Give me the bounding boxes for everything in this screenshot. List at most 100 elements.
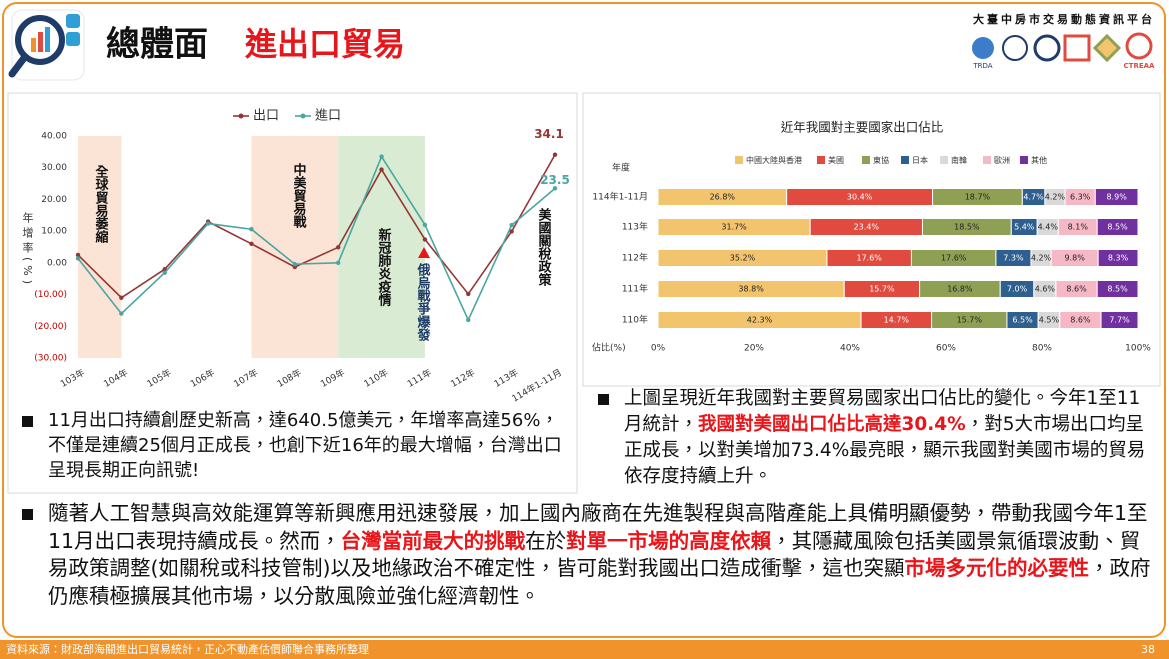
body-text: 隨著人工智慧與高效能運算等新興應用迅速發展，加上國內廠商在先進製程與高階產能上具…	[48, 501, 1148, 553]
body-text: ，其隱藏風險包括美國景氣循環波動、貿易政策調整(如關稅或科技管制)以及地緣政治不…	[48, 528, 1141, 581]
emphasis-text: 台灣當前最大的挑戰	[340, 528, 526, 553]
data-label: 30.4%	[847, 193, 873, 202]
logo	[1033, 34, 1061, 62]
series-line	[77, 154, 556, 299]
bullet-text: 上圖呈現近年我國對主要貿易國家出口佔比的變化。今年1至11月統計，我國對美國出口…	[598, 386, 1158, 490]
data-point	[466, 291, 471, 297]
data-label: 8.3%	[1108, 254, 1129, 263]
data-point	[205, 221, 211, 226]
annotation: 俄烏戰爭爆發	[415, 262, 432, 342]
data-label: 14.7%	[884, 316, 910, 325]
emphasis-text: 我國對美國出口佔比高達30.4%	[698, 414, 966, 435]
data-point	[162, 270, 167, 275]
data-label: 8.9%	[1106, 193, 1127, 202]
data-point	[552, 152, 558, 157]
legend-label: 南韓	[951, 155, 967, 165]
period-band	[78, 136, 122, 358]
data-label: 34.1	[534, 127, 564, 141]
icon-tile	[66, 14, 80, 28]
header-subtitle: 進出口貿易	[244, 25, 405, 63]
data-point	[75, 256, 81, 261]
legend-swatch	[901, 156, 909, 164]
data-label: 35.2%	[730, 254, 756, 263]
icon-bar	[31, 38, 36, 52]
body-text: 在於	[525, 528, 567, 553]
legend-label: 歐洲	[994, 155, 1010, 165]
x-tick-label: 100%	[1125, 344, 1151, 354]
data-label: 8.1%	[1068, 223, 1089, 232]
bullet: 11月出口持續創歷史新高，達640.5億美元，年增率高達56%，不僅是連續25個…	[22, 408, 574, 483]
data-point	[509, 222, 514, 228]
annotation: 新冠肺炎疫情	[376, 227, 393, 307]
footer: 資料來源：財政部海關進出口貿易統計，正心不動產估價師聯合事務所整理 38	[0, 640, 1169, 659]
data-point	[119, 311, 124, 316]
y-tick-label: 111年	[622, 283, 648, 295]
data-label: 4.5%	[1039, 316, 1060, 325]
bullet: 隨著人工智慧與高效能運算等新興應用迅速發展，加上國內廠商在先進製程與高階產能上具…	[22, 500, 1152, 610]
slide-graphics: 總體面 進出口貿易 大臺中房市交易動態資訊平台 TRDA CTREAA 40.0…	[2, 2, 1166, 638]
data-point	[552, 186, 558, 191]
page-number: 38	[1141, 643, 1155, 656]
legend-label: 中國大陸與香港	[746, 155, 802, 165]
data-label: 4.7%	[1023, 193, 1044, 202]
legend-swatch	[817, 156, 825, 164]
legend-label: 東協	[873, 155, 889, 165]
data-point	[379, 154, 384, 159]
y-tick-label: (20.00)	[34, 322, 67, 332]
x-tick-label: 80%	[1032, 344, 1052, 354]
data-point	[335, 260, 341, 266]
data-point	[249, 241, 254, 247]
logo	[1063, 34, 1091, 62]
data-label: 23.5	[540, 173, 570, 187]
y-tick-label: 30.00	[41, 163, 67, 173]
x-tick-label: 40%	[840, 344, 860, 354]
data-label: 8.5%	[1107, 223, 1128, 232]
legend-swatch	[1020, 156, 1028, 164]
body-text: ，對5大市場出口均呈正成長，以對美增加73.4%最亮眼，顯示我國對美國市場的貿易…	[624, 414, 1146, 487]
data-label: 9.8%	[1064, 254, 1085, 263]
data-label: 6.5%	[1012, 316, 1033, 325]
data-point	[292, 261, 298, 267]
data-label: 42.3%	[747, 316, 773, 325]
x-tick-label: 20%	[744, 344, 764, 354]
annotation: 全球貿易萎縮	[93, 164, 110, 244]
y-tick-label: 113年	[622, 221, 648, 233]
data-label: 4.4%	[1038, 223, 1059, 232]
logo-label: CTREAA	[1124, 62, 1156, 70]
x-tick-label: 0%	[651, 344, 666, 354]
data-label: 5.4%	[1014, 223, 1035, 232]
bar-segment	[1100, 311, 1139, 329]
data-label: 8.6%	[1070, 316, 1091, 325]
data-point	[379, 167, 384, 172]
x-tick-label: 60%	[936, 344, 956, 354]
logo	[1092, 33, 1122, 63]
slide-frame	[2, 2, 1166, 638]
y-tick-label: 110年	[622, 314, 648, 326]
data-label: 4.6%	[1035, 285, 1056, 294]
y-tick-label: 112年	[622, 252, 648, 264]
data-label: 7.3%	[1003, 254, 1024, 263]
y-tick-label: 20.00	[41, 195, 67, 205]
data-label: 15.7%	[957, 316, 983, 325]
period-band	[338, 136, 425, 358]
header-title: 總體面	[106, 25, 208, 65]
data-label: 8.5%	[1107, 285, 1128, 294]
data-label: 7.0%	[1007, 285, 1028, 294]
platform-name: 大臺中房市交易動態資訊平台	[973, 12, 1155, 26]
data-label: 6.3%	[1070, 193, 1091, 202]
bullet-marker	[22, 509, 33, 520]
data-label: 4.2%	[1031, 254, 1052, 263]
data-label: 8.6%	[1066, 285, 1087, 294]
data-label: 38.8%	[738, 285, 764, 294]
data-point	[249, 227, 254, 232]
logo	[972, 37, 994, 59]
bullet-marker	[598, 394, 609, 405]
bar-segment	[1096, 218, 1139, 236]
footer-source: 資料來源：財政部海關進出口貿易統計，正心不動產估價師聯合事務所整理	[6, 643, 369, 656]
data-label: 18.7%	[965, 193, 991, 202]
y-tick-label: (10.00)	[34, 290, 67, 300]
series-line	[77, 154, 556, 322]
y-tick-label: 114年1-11月	[592, 191, 648, 203]
data-label: 31.7%	[721, 223, 747, 232]
